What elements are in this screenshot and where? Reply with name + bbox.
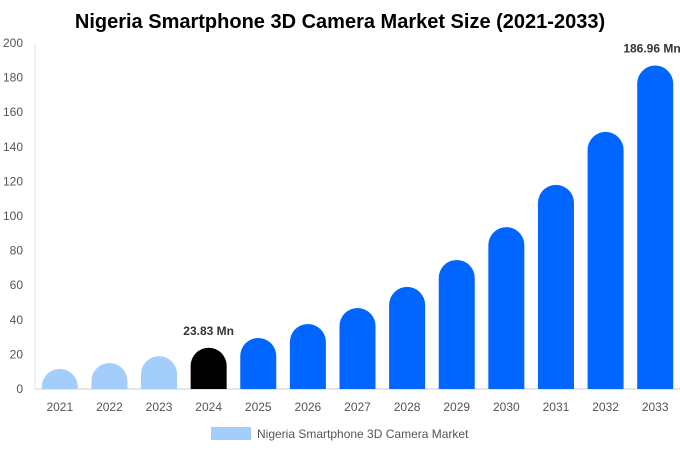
x-tick-label: 2024 bbox=[195, 400, 222, 414]
y-tick-label: 0 bbox=[16, 382, 23, 396]
bar-2023[interactable] bbox=[141, 356, 178, 389]
legend[interactable]: Nigeria Smartphone 3D Camera Market bbox=[211, 427, 469, 441]
bar-2024[interactable] bbox=[190, 347, 227, 389]
bar-2032[interactable] bbox=[587, 131, 624, 389]
y-tick-label: 140 bbox=[3, 140, 23, 154]
bar-2028[interactable] bbox=[389, 286, 426, 389]
bar-2029[interactable] bbox=[438, 259, 475, 389]
data-labels: 23.83 Mn 186.96 Mn bbox=[183, 42, 680, 338]
x-tick-label: 2030 bbox=[493, 400, 520, 414]
data-label: 23.83 Mn bbox=[183, 324, 234, 338]
x-tick-label: 2022 bbox=[96, 400, 123, 414]
x-tick-label: 2028 bbox=[394, 400, 421, 414]
y-tick-label: 20 bbox=[10, 347, 24, 361]
bar-2030[interactable] bbox=[488, 227, 525, 389]
legend-label: Nigeria Smartphone 3D Camera Market bbox=[257, 427, 469, 441]
bar-2033[interactable] bbox=[637, 65, 674, 389]
x-tick-label: 2023 bbox=[146, 400, 173, 414]
x-tick-label: 2026 bbox=[295, 400, 322, 414]
x-tick-label: 2025 bbox=[245, 400, 272, 414]
data-label: 186.96 Mn bbox=[623, 42, 680, 56]
y-tick-label: 200 bbox=[3, 36, 23, 50]
x-tick-label: 2027 bbox=[344, 400, 371, 414]
bar-2031[interactable] bbox=[537, 184, 574, 389]
bar-2022[interactable] bbox=[91, 363, 128, 389]
bar-2021[interactable] bbox=[41, 368, 78, 389]
x-tick-label: 2029 bbox=[443, 400, 470, 414]
y-tick-label: 120 bbox=[3, 174, 23, 188]
x-tick-label: 2021 bbox=[46, 400, 73, 414]
y-tick-label: 100 bbox=[3, 209, 23, 223]
chart-title: Nigeria Smartphone 3D Camera Market Size… bbox=[75, 11, 605, 33]
bar-2025[interactable] bbox=[240, 337, 277, 389]
y-tick-label: 160 bbox=[3, 105, 23, 119]
y-tick-label: 60 bbox=[10, 278, 24, 292]
x-axis: 2021 2022 2023 2024 2025 2026 2027 2028 2029 2030… bbox=[46, 400, 668, 414]
bar-2026[interactable] bbox=[289, 323, 326, 389]
y-tick-label: 80 bbox=[10, 244, 24, 258]
legend-swatch bbox=[211, 427, 251, 440]
x-tick-label: 2032 bbox=[592, 400, 619, 414]
y-axis: 0 20 40 60 80 100 120 140 160 180 200 bbox=[3, 36, 23, 396]
bar-2027[interactable] bbox=[339, 308, 376, 389]
x-tick-label: 2031 bbox=[543, 400, 570, 414]
y-tick-label: 40 bbox=[10, 313, 24, 327]
y-tick-label: 180 bbox=[3, 71, 23, 85]
bars bbox=[41, 65, 674, 389]
x-tick-label: 2033 bbox=[642, 400, 669, 414]
